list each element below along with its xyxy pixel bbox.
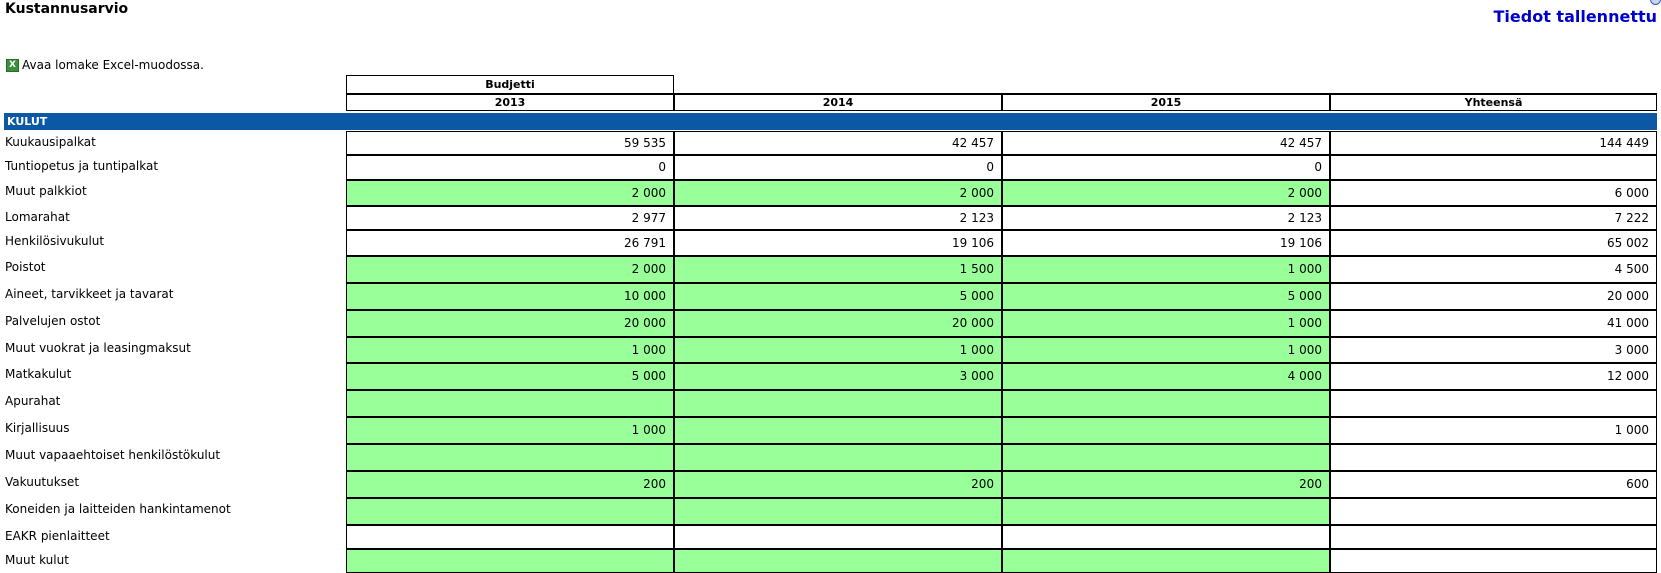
- budget-input-cell[interactable]: 200: [674, 471, 1002, 498]
- budget-input-cell[interactable]: 1 000: [1002, 337, 1330, 363]
- row-label: Tuntiopetus ja tuntipalkat: [5, 159, 158, 173]
- budget-input-cell[interactable]: [1002, 498, 1330, 525]
- budget-input-cell[interactable]: [1002, 390, 1330, 417]
- excel-icon: X: [6, 59, 19, 72]
- column-header-2015: 2015: [1002, 93, 1330, 111]
- row-label: Muut palkkiot: [5, 184, 87, 198]
- budget-input-cell[interactable]: [346, 390, 674, 417]
- budget-input-cell[interactable]: [674, 390, 1002, 417]
- row-label: Henkilösivukulut: [5, 234, 104, 248]
- budget-input-cell[interactable]: 1 000: [674, 337, 1002, 363]
- budget-input-cell[interactable]: [1002, 417, 1330, 444]
- budget-input-cell[interactable]: [346, 498, 674, 525]
- budget-input-cell[interactable]: [674, 498, 1002, 525]
- row-label: Kuukausipalkat: [5, 135, 96, 149]
- budget-group-header: Budjetti: [346, 75, 674, 93]
- budget-value-cell: 59 535: [346, 131, 674, 155]
- budget-input-cell[interactable]: 5 000: [346, 363, 674, 390]
- budget-input-cell[interactable]: [1002, 444, 1330, 471]
- row-label: Matkakulut: [5, 367, 71, 381]
- budget-input-cell[interactable]: 4 000: [1002, 363, 1330, 390]
- total-cell: 144 449: [1330, 131, 1657, 155]
- info-icon[interactable]: [1650, 0, 1661, 5]
- row-label: Muut vapaaehtoiset henkilöstökulut: [5, 448, 220, 462]
- total-cell: 600: [1330, 471, 1657, 498]
- budget-input-cell[interactable]: 3 000: [674, 363, 1002, 390]
- budget-value-cell: 19 106: [1002, 230, 1330, 256]
- budget-value-cell: [1002, 525, 1330, 549]
- budget-input-cell[interactable]: 5 000: [1002, 283, 1330, 310]
- save-status-text: Tiedot tallennettu: [1494, 7, 1658, 26]
- excel-export-label: Avaa lomake Excel-muodossa.: [22, 58, 204, 72]
- budget-value-cell: 2 123: [674, 206, 1002, 230]
- total-cell: [1330, 498, 1657, 525]
- row-label: Poistot: [5, 260, 46, 274]
- budget-input-cell[interactable]: 200: [1002, 471, 1330, 498]
- budget-input-cell[interactable]: [346, 549, 674, 573]
- row-label: Apurahat: [5, 394, 60, 408]
- row-label: Aineet, tarvikkeet ja tavarat: [5, 287, 173, 301]
- budget-input-cell[interactable]: 2 000: [674, 180, 1002, 206]
- total-cell: 7 222: [1330, 206, 1657, 230]
- budget-input-cell[interactable]: 2 000: [346, 256, 674, 283]
- budget-input-cell[interactable]: [346, 444, 674, 471]
- budget-value-cell: 0: [674, 155, 1002, 180]
- budget-input-cell[interactable]: 1 000: [1002, 310, 1330, 337]
- budget-input-cell[interactable]: 10 000: [346, 283, 674, 310]
- row-label: Palvelujen ostot: [5, 314, 100, 328]
- budget-value-cell: 2 123: [1002, 206, 1330, 230]
- budget-value-cell: [674, 525, 1002, 549]
- total-cell: [1330, 549, 1657, 573]
- total-cell: 65 002: [1330, 230, 1657, 256]
- total-cell: [1330, 390, 1657, 417]
- total-cell: 4 500: [1330, 256, 1657, 283]
- total-cell: [1330, 525, 1657, 549]
- budget-value-cell: 2 977: [346, 206, 674, 230]
- budget-input-cell[interactable]: 1 500: [674, 256, 1002, 283]
- budget-input-cell[interactable]: 1 000: [346, 337, 674, 363]
- budget-input-cell[interactable]: [674, 549, 1002, 573]
- section-header-kulut: KULUT: [4, 113, 1657, 130]
- total-cell: 6 000: [1330, 180, 1657, 206]
- budget-input-cell[interactable]: [1002, 549, 1330, 573]
- total-cell: 12 000: [1330, 363, 1657, 390]
- budget-value-cell: [346, 525, 674, 549]
- budget-input-cell[interactable]: 1 000: [346, 417, 674, 444]
- excel-export-link[interactable]: X Avaa lomake Excel-muodossa.: [6, 58, 204, 72]
- budget-value-cell: 0: [346, 155, 674, 180]
- budget-input-cell[interactable]: [674, 444, 1002, 471]
- row-label: Koneiden ja laitteiden hankintamenot: [5, 502, 231, 516]
- budget-input-cell[interactable]: 5 000: [674, 283, 1002, 310]
- row-label: EAKR pienlaitteet: [5, 529, 110, 543]
- budget-value-cell: 0: [1002, 155, 1330, 180]
- column-header-total: Yhteensä: [1330, 93, 1657, 111]
- column-header-2013: 2013: [346, 93, 674, 111]
- save-status: Tiedot tallennettu: [1494, 7, 1658, 26]
- budget-input-cell[interactable]: 20 000: [674, 310, 1002, 337]
- total-cell: 1 000: [1330, 417, 1657, 444]
- budget-value-cell: 19 106: [674, 230, 1002, 256]
- budget-input-cell[interactable]: [674, 417, 1002, 444]
- total-cell: [1330, 155, 1657, 180]
- total-cell: 3 000: [1330, 337, 1657, 363]
- total-cell: 20 000: [1330, 283, 1657, 310]
- row-label: Kirjallisuus: [5, 421, 70, 435]
- budget-value-cell: 42 457: [674, 131, 1002, 155]
- total-cell: 41 000: [1330, 310, 1657, 337]
- row-label: Muut vuokrat ja leasingmaksut: [5, 341, 191, 355]
- budget-input-cell[interactable]: 200: [346, 471, 674, 498]
- budget-input-cell[interactable]: 2 000: [346, 180, 674, 206]
- budget-value-cell: 42 457: [1002, 131, 1330, 155]
- budget-input-cell[interactable]: 1 000: [1002, 256, 1330, 283]
- page-title: Kustannusarvio: [5, 1, 128, 17]
- row-label: Vakuutukset: [5, 475, 79, 489]
- budget-value-cell: 26 791: [346, 230, 674, 256]
- row-label: Lomarahat: [5, 210, 70, 224]
- column-header-2014: 2014: [674, 93, 1002, 111]
- budget-input-cell[interactable]: 2 000: [1002, 180, 1330, 206]
- row-label: Muut kulut: [5, 553, 69, 567]
- total-cell: [1330, 444, 1657, 471]
- budget-input-cell[interactable]: 20 000: [346, 310, 674, 337]
